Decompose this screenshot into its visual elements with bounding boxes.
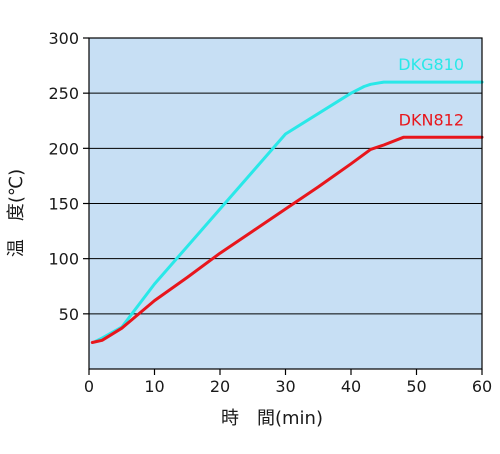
x-axis-ticks: 0 10 20 30 40 50 60 [84, 369, 492, 396]
series-label-dkg810: DKG810 [398, 55, 464, 74]
series-line-dkn812 [90, 135, 484, 344]
x-tick-label: 0 [84, 377, 94, 396]
y-axis-label: 温 度(℃) [6, 169, 27, 257]
x-tick-label: 50 [406, 377, 426, 396]
series-layer [90, 80, 484, 344]
y-tick-label: 300 [48, 29, 79, 48]
series-labels: DKG810 DKN812 [398, 55, 464, 129]
x-tick-label: 40 [341, 377, 361, 396]
y-tick-label: 150 [48, 195, 79, 214]
y-tick-label: 50 [59, 305, 79, 324]
x-tick-label: 10 [144, 377, 164, 396]
x-axis-label: 時 間(min) [221, 408, 323, 429]
x-tick-label: 20 [210, 377, 230, 396]
x-tick-label: 60 [472, 377, 492, 396]
y-tick-label: 200 [48, 139, 79, 158]
series-label-dkn812: DKN812 [399, 110, 464, 129]
y-tick-label: 250 [48, 84, 79, 103]
x-tick-label: 30 [275, 377, 295, 396]
grid-lines [89, 92, 482, 315]
y-axis-ticks: 50 100 150 200 250 300 [48, 29, 89, 324]
y-tick-label: 100 [48, 250, 79, 269]
